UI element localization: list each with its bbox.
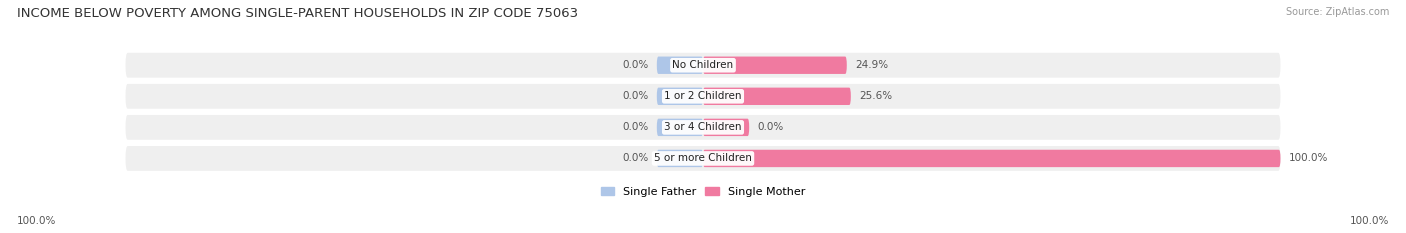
FancyBboxPatch shape [703, 150, 1281, 167]
FancyBboxPatch shape [657, 150, 703, 167]
Text: 25.6%: 25.6% [859, 91, 893, 101]
FancyBboxPatch shape [703, 119, 749, 136]
FancyBboxPatch shape [657, 57, 703, 74]
Text: 1 or 2 Children: 1 or 2 Children [664, 91, 742, 101]
Text: 0.0%: 0.0% [621, 60, 648, 70]
Text: 100.0%: 100.0% [1350, 216, 1389, 226]
FancyBboxPatch shape [703, 57, 846, 74]
Legend: Single Father, Single Mother: Single Father, Single Mother [596, 182, 810, 201]
FancyBboxPatch shape [125, 115, 1281, 140]
FancyBboxPatch shape [125, 146, 1281, 171]
Text: 0.0%: 0.0% [621, 154, 648, 163]
Text: 24.9%: 24.9% [855, 60, 889, 70]
FancyBboxPatch shape [125, 84, 1281, 109]
Text: INCOME BELOW POVERTY AMONG SINGLE-PARENT HOUSEHOLDS IN ZIP CODE 75063: INCOME BELOW POVERTY AMONG SINGLE-PARENT… [17, 7, 578, 20]
Text: 100.0%: 100.0% [1289, 154, 1329, 163]
Text: Source: ZipAtlas.com: Source: ZipAtlas.com [1285, 7, 1389, 17]
Text: 0.0%: 0.0% [621, 122, 648, 132]
Text: 5 or more Children: 5 or more Children [654, 154, 752, 163]
Text: 100.0%: 100.0% [17, 216, 56, 226]
FancyBboxPatch shape [657, 119, 703, 136]
FancyBboxPatch shape [703, 88, 851, 105]
FancyBboxPatch shape [657, 88, 703, 105]
Text: 0.0%: 0.0% [758, 122, 785, 132]
Text: No Children: No Children [672, 60, 734, 70]
Text: 0.0%: 0.0% [621, 91, 648, 101]
Text: 3 or 4 Children: 3 or 4 Children [664, 122, 742, 132]
FancyBboxPatch shape [125, 53, 1281, 78]
